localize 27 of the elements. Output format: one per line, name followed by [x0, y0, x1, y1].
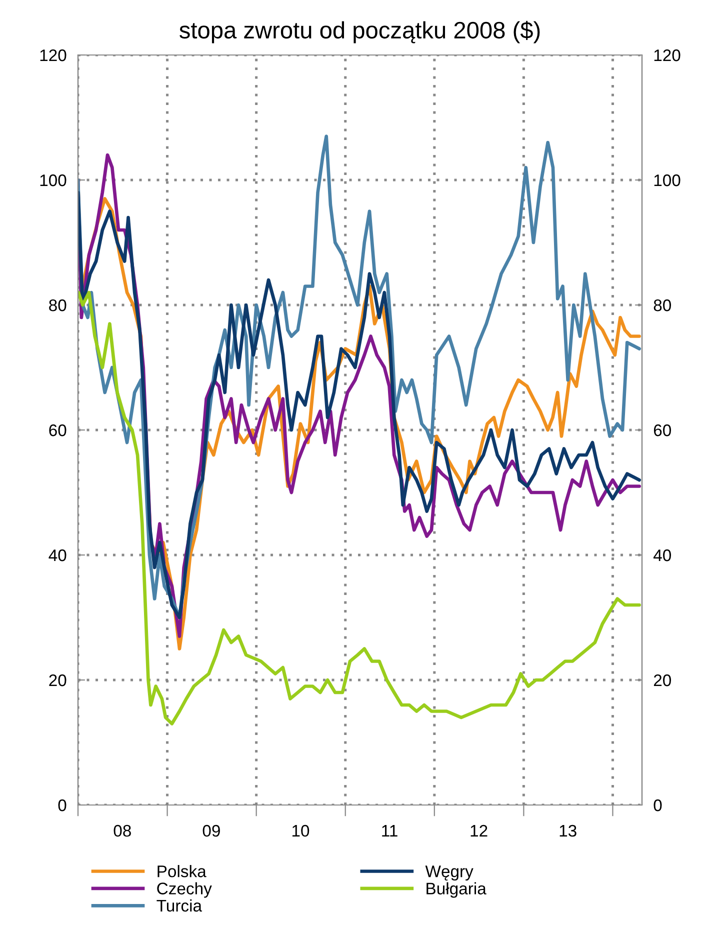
y-tick-label: 0: [58, 799, 66, 812]
y2-tick-label: 60: [654, 424, 671, 436]
legend-label: Bułgaria: [426, 882, 486, 898]
y-tick-label: 40: [48, 549, 66, 562]
y-tick-label: 100: [40, 174, 66, 186]
y-tick-label: 20: [49, 674, 66, 686]
legend-label: Polska: [158, 865, 206, 878]
chart-title: stopa zwrotu od początku 2008 ($): [180, 20, 540, 44]
y2-tick-label: 100: [654, 174, 680, 186]
y-tick-label: 60: [49, 424, 66, 436]
y2-tick-label: 0: [654, 799, 662, 812]
x-tick-label: 10: [292, 824, 310, 837]
y2-tick-label: 120: [654, 49, 680, 62]
legend-label: Turcia: [156, 899, 202, 912]
y2-tick-label: 40: [653, 549, 671, 562]
x-tick-label: 11: [382, 825, 398, 837]
y-tick-label: 120: [40, 49, 66, 62]
x-tick-label: 13: [560, 824, 576, 837]
y2-tick-label: 80: [654, 299, 671, 312]
y-tick-label: 80: [49, 299, 66, 312]
legend-label: Czechy: [157, 882, 212, 898]
x-tick-label: 08: [114, 824, 131, 837]
y2-tick-label: 20: [654, 674, 671, 686]
legend-label: Węgry: [425, 866, 474, 881]
line-series: [78, 290, 641, 726]
x-tick-label: 09: [202, 824, 220, 837]
x-tick-label: 12: [470, 824, 488, 837]
